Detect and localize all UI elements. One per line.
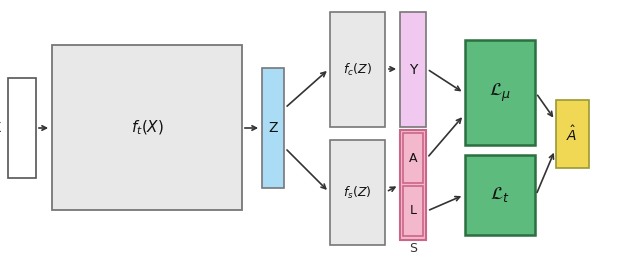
Text: $f_s(Z)$: $f_s(Z)$	[342, 185, 371, 201]
Bar	[403, 133, 423, 183]
Text: $\hat{A}$: $\hat{A}$	[566, 124, 578, 144]
Bar	[400, 12, 426, 127]
Text: S: S	[409, 242, 417, 254]
Text: X: X	[0, 121, 1, 135]
Bar	[465, 40, 535, 145]
Bar	[465, 155, 535, 235]
Bar	[400, 130, 426, 240]
Text: $\mathcal{L}_{t}$: $\mathcal{L}_{t}$	[490, 186, 510, 205]
Bar	[52, 45, 242, 210]
Text: A: A	[409, 151, 417, 164]
Text: $\mathcal{L}_{\mu}$: $\mathcal{L}_{\mu}$	[489, 82, 511, 104]
Text: L: L	[410, 205, 417, 217]
Text: $f_t(X)$: $f_t(X)$	[131, 119, 163, 137]
Text: $f_c(Z)$: $f_c(Z)$	[342, 62, 371, 78]
Bar	[403, 186, 423, 236]
Bar	[330, 12, 385, 127]
Text: Z: Z	[268, 121, 278, 135]
Bar	[8, 78, 36, 178]
Bar	[330, 140, 385, 245]
Bar	[262, 68, 284, 188]
Bar	[556, 100, 589, 168]
Text: Y: Y	[409, 63, 417, 77]
